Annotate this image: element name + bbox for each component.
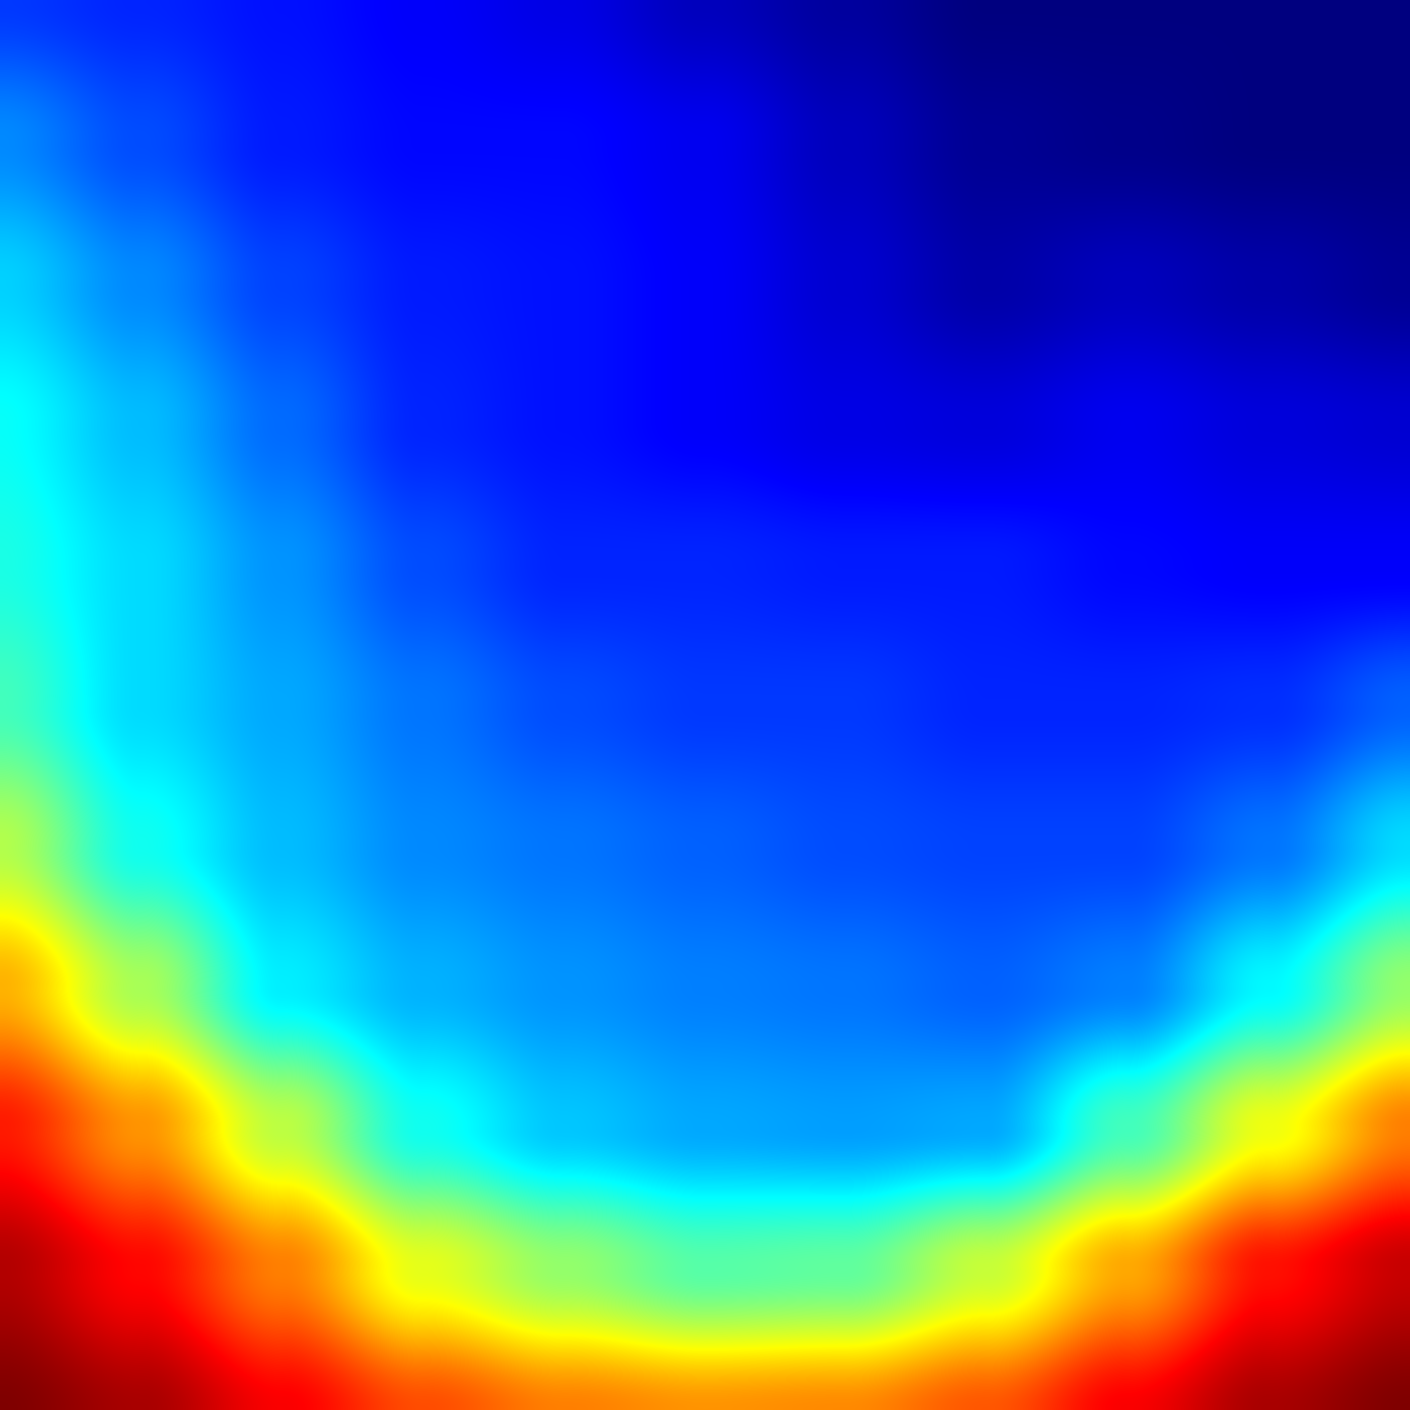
heatmap-canvas (0, 0, 1410, 1410)
heatmap-chart (0, 0, 1410, 1410)
